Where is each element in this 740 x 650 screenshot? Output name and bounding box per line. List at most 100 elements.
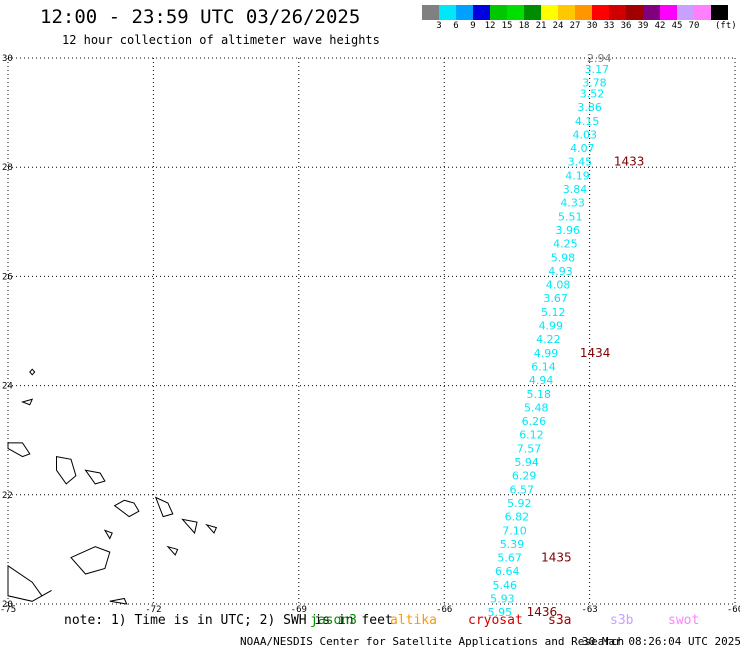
swh-value: 5.93 <box>490 593 515 606</box>
coastline <box>20 398 34 406</box>
pass-number-label: 1433 <box>614 155 645 169</box>
swh-value: 3.17 <box>585 63 610 76</box>
colorbar-swatch <box>473 5 490 20</box>
swh-value: 7.57 <box>517 442 542 455</box>
swh-value: 4.03 <box>573 128 598 141</box>
swh-value: 7.10 <box>502 524 527 537</box>
swh-value: 2.94 <box>587 52 612 65</box>
colorbar-tick-label: 15 <box>501 21 513 31</box>
lon-label: -63 <box>581 605 597 615</box>
coastline <box>7 564 52 602</box>
swh-value: 3.86 <box>577 101 602 114</box>
coastline <box>166 545 179 556</box>
swh-value: 3.67 <box>543 292 568 305</box>
swh-value: 4.07 <box>570 142 595 155</box>
colorbar-swatch <box>490 5 507 20</box>
swh-value: 6.26 <box>522 415 547 428</box>
coastline <box>84 469 106 485</box>
colorbar-tick-label: 45 <box>671 21 683 31</box>
swh-value: 5.94 <box>514 456 539 469</box>
swh-value: 4.99 <box>534 347 559 360</box>
swh-value: 5.46 <box>493 579 518 592</box>
colorbar-swatch <box>558 5 575 20</box>
map-title: 12:00 - 23:59 UTC 03/26/2025 <box>40 6 361 28</box>
map-subtitle: 12 hour collection of altimeter wave hei… <box>62 33 380 47</box>
swh-value: 4.33 <box>560 197 585 210</box>
colorbar-swatch <box>507 5 524 20</box>
swh-value: 4.22 <box>536 333 561 346</box>
swh-value: 4.15 <box>575 115 600 128</box>
colorbar-tick-label: 21 <box>535 21 547 31</box>
colorbar-tick-label: 3 <box>436 21 442 31</box>
colorbar-swatch <box>541 5 558 20</box>
colorbar-swatch <box>575 5 592 20</box>
swh-value: 5.39 <box>500 538 525 551</box>
colorbar-swatch <box>609 5 626 20</box>
swh-value: 4.25 <box>553 238 578 251</box>
colorbar-tick-label: 9 <box>470 21 476 31</box>
satellite-legend-item: swot <box>668 613 700 628</box>
swh-value: 3.78 <box>582 77 607 90</box>
colorbar-swatch <box>592 5 609 20</box>
pass-number-label: 1434 <box>580 346 611 360</box>
swh-value: 5.67 <box>497 552 522 565</box>
colorbar-tick-label: 24 <box>552 21 564 31</box>
swh-value: 4.08 <box>546 279 571 292</box>
swh-value: 6.29 <box>512 470 537 483</box>
swh-value: 3.84 <box>563 183 588 196</box>
swh-value: 6.14 <box>531 360 556 373</box>
colorbar-swatch <box>694 5 711 20</box>
swh-colorbar <box>422 5 728 20</box>
colorbar-tick-label: 6 <box>453 21 459 31</box>
coastline <box>181 518 198 535</box>
swh-value: 5.51 <box>558 210 583 223</box>
swh-value: 4.94 <box>529 374 554 387</box>
swh-value: 4.93 <box>548 265 573 278</box>
colorbar-tick-label: 12 <box>484 21 496 31</box>
lon-label: -69 <box>291 605 307 615</box>
satellite-legend-item: jason3 <box>310 613 357 628</box>
colorbar-tick-label: 39 <box>637 21 649 31</box>
footer-note: note: 1) Time is in UTC; 2) SWH is in fe… <box>64 613 393 628</box>
satellite-legend-item: s3b <box>610 613 634 628</box>
swh-value: 4.99 <box>539 320 564 333</box>
lon-label: -66 <box>436 605 452 615</box>
swh-value: 3.96 <box>556 224 581 237</box>
swh-value: 3.52 <box>580 87 605 100</box>
colorbar-swatch <box>422 5 439 20</box>
swh-value: 5.18 <box>526 388 551 401</box>
coastline <box>7 442 31 458</box>
coastline <box>70 546 111 575</box>
coastline <box>103 529 113 540</box>
lat-label: 20 <box>2 600 13 610</box>
pass-number-label: 1436 <box>527 605 558 619</box>
colorbar-tick-label: 70 <box>688 21 700 31</box>
swh-value: 6.57 <box>509 483 534 496</box>
colorbar-swatch <box>456 5 473 20</box>
swh-value: 5.98 <box>551 251 576 264</box>
swh-value: 5.48 <box>524 401 549 414</box>
lat-label: 30 <box>2 54 13 64</box>
colorbar-swatch <box>524 5 541 20</box>
swh-value: 3.45 <box>568 156 593 169</box>
colorbar-tick-label: 36 <box>620 21 632 31</box>
generated-timestamp: 30 Mar 08:26:04 UTC 2025 <box>582 635 740 648</box>
coastline <box>154 496 174 518</box>
colorbar-tick-label: 30 <box>586 21 598 31</box>
lon-label: -75 <box>0 605 16 615</box>
swh-value: 5.92 <box>507 497 532 510</box>
colorbar-swatch <box>626 5 643 20</box>
pass-number-label: 1435 <box>541 551 572 565</box>
credit-line: NOAA/NESDIS Center for Satellite Applica… <box>240 635 625 648</box>
lat-label: 26 <box>2 272 13 282</box>
swh-value: 5.12 <box>541 306 566 319</box>
colorbar-swatch <box>711 5 728 20</box>
colorbar-tick-label: 42 <box>654 21 666 31</box>
lon-label: -60 <box>727 605 740 615</box>
satellite-legend-item: cryosat <box>468 613 523 628</box>
colorbar-tick-label: 33 <box>603 21 615 31</box>
colorbar-swatch <box>439 5 456 20</box>
coastline <box>113 499 140 518</box>
swh-value: 4.19 <box>565 169 590 182</box>
